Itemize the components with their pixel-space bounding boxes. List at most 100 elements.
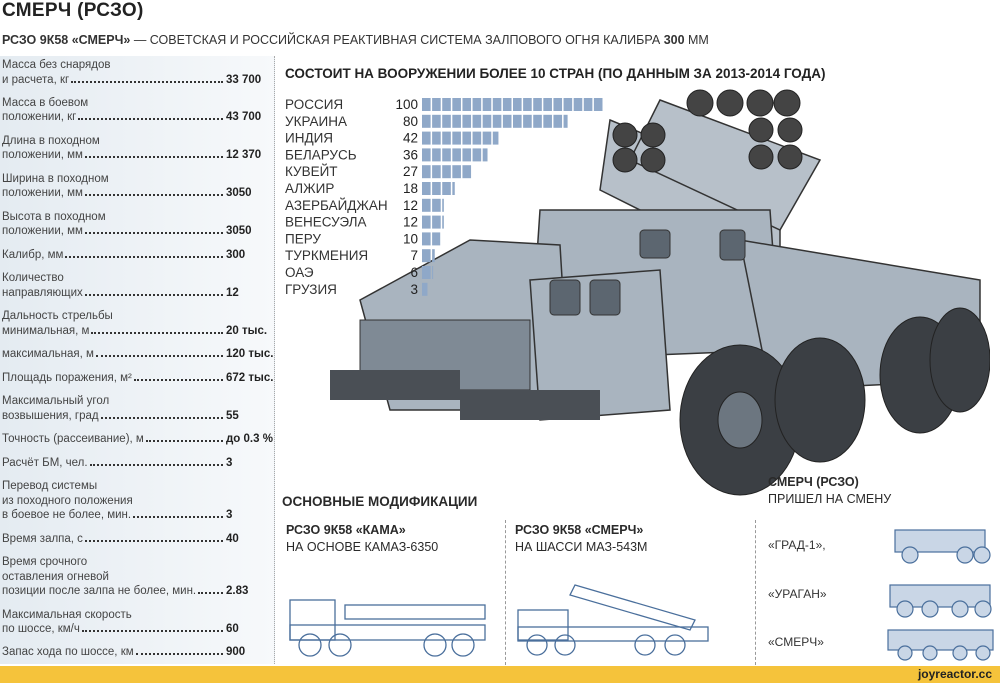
replacement-heading: СМЕРЧ (РСЗО) ПРИШЕЛ НА СМЕНУ [768,474,891,508]
bar-segment [452,131,461,145]
bar-segment [432,98,441,111]
spec-line: положении, кг 43 700 [2,110,274,125]
bar-segment [523,114,532,128]
leader-dots [91,331,223,334]
spec-label: Калибр, мм [2,248,64,261]
bar-segment [452,148,461,162]
bar [422,182,455,195]
leader-dots [133,378,223,381]
subtitle-text: — СОВЕТСКАЯ И РОССИЙСКАЯ РЕАКТИВНАЯ СИСТ… [130,33,664,47]
bar-segment [432,232,441,246]
spec-label: по шоссе, км/ч [2,623,80,635]
leader-dots [81,630,223,632]
spec-value: 3050 [226,187,252,200]
spec-value: 12 370 [226,149,262,162]
bar-segment [482,148,488,162]
bar-segment [462,114,472,128]
bar-value-label: 10 [403,231,418,246]
spec-label: возвышения, град [2,409,99,422]
bar-value-label: 18 [403,181,418,196]
bar-segment [432,249,435,263]
spec-label: положении, мм [2,187,83,200]
leader-dots [145,440,223,443]
spec-line: позиции после залпа не более, мин. 2.83 [2,584,274,599]
modification-smerch: РСЗО 9К58 «СМЕРЧ» НА ШАССИ МАЗ-543М [515,522,647,556]
bar-segment [553,98,563,111]
bar-segment [422,98,431,111]
spec-row: Площадь поражения, м² 672 тыс. [2,371,274,386]
spec-row: Максимальная скорость по шоссе, км/ч 60 [2,608,274,637]
smerch-drawing [517,584,709,656]
leader-dots [89,463,223,466]
divider [505,520,506,665]
bar-value-label: 12 [403,215,418,230]
spec-value: 60 [226,623,239,635]
bar-segment [432,215,441,229]
leader-dots [100,416,223,419]
subtitle: РСЗО 9К58 «СМЕРЧ» — СОВЕТСКАЯ И РОССИЙСК… [2,33,709,47]
spec-row: максимальная, м 120 тыс. [2,347,274,362]
bar-segment [492,98,502,111]
bar [422,198,444,212]
spec-line: в боевое не более, мин. 3 [2,508,274,523]
spec-line: Калибр, мм 300 [2,248,274,263]
specs-panel: Масса без снарядов и расчета, кг 33 700 Мас… [0,56,275,664]
bar [422,114,568,128]
replaced-system: «ГРАД-1», [768,538,826,552]
bar-segment [432,165,441,179]
leader-dots [84,539,223,542]
bar-segment [492,131,499,145]
bar-segment [442,148,451,162]
subtitle-unit: ММ [684,33,709,47]
spec-label: Максимальный угол [2,395,110,408]
bar-segment [442,114,451,128]
windows [549,229,746,316]
spec-label: Масса в боевом [2,96,89,109]
bumpers [330,370,600,420]
spec-label: положении, кг [2,111,77,124]
bar-segment [502,98,512,111]
spec-line: возвышения, град 55 [2,409,274,424]
bar-segment [462,148,472,162]
bar-segment [472,148,482,162]
leader-dots [198,592,223,595]
spec-label: положении, мм [2,149,83,162]
bar-segment [533,114,542,128]
spec-row: Время залпа, с 40 [2,532,274,547]
bar-segment [533,98,542,111]
bar [422,232,441,246]
spec-line: по шоссе, км/ч 60 [2,622,274,637]
modification-desc: НА ШАССИ МАЗ-543М [515,540,648,554]
vehicle-illustration [330,89,990,496]
bar-segment [422,131,431,145]
leader-dots [65,255,223,258]
bar-segment [452,98,461,111]
bar-segment [432,114,441,128]
bar-segment [442,165,451,179]
bar-segment [472,114,482,128]
spec-label: и расчета, кг [2,73,70,86]
spec-row: Калибр, мм 300 [2,248,274,263]
spec-row: Время срочного оставления огневой позиции … [2,555,274,599]
footer-bar: joyreactor.cc [0,666,1000,683]
bar-segment [422,182,431,195]
spec-label: максимальная, м [2,348,94,361]
brand-link[interactable]: joyreactor.cc [917,667,992,681]
bar-value-label: 6 [410,265,418,280]
spec-label: позиции после залпа не более, мин. [2,585,197,598]
leader-dots [95,355,223,358]
bar-segment [422,114,431,128]
bar-value-label: 3 [410,282,418,297]
bar-segment [442,198,444,212]
spec-value: 12 [226,286,239,299]
bar-segment [452,114,461,128]
bar-segment [472,131,482,145]
bar [422,148,488,162]
bar-segment [422,148,431,162]
bar-label: ИНДИЯ [285,131,333,146]
spec-row: Высота в походном положении, мм 3050 [2,210,274,239]
bar [422,282,428,296]
spec-line: Расчёт БМ, чел. 3 [2,456,274,471]
bar-segment [452,165,461,179]
spec-row: Запас хода по шоссе, км 900 [2,645,274,660]
